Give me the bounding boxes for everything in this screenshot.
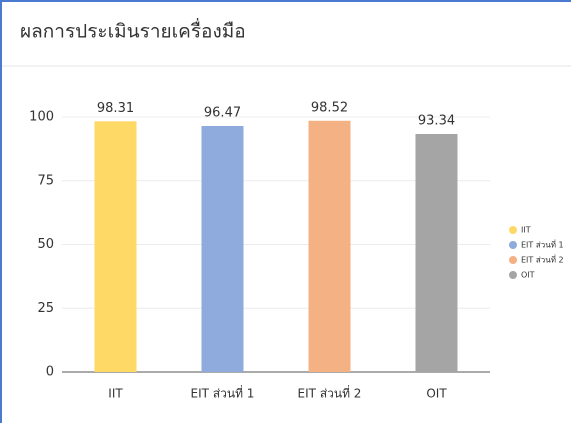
data-label: 96.47 [204,106,241,121]
legend-label: OIT [521,271,535,280]
y-tick-label: 50 [37,237,54,252]
legend-swatch [509,256,517,264]
bar [94,121,137,372]
x-tick-label: EIT ส่วนที่ 1 [191,385,255,401]
data-label: 98.52 [311,100,348,115]
data-label: 93.34 [418,113,455,128]
legend-swatch [509,226,517,234]
y-tick-label: 100 [29,110,54,125]
x-tick-label: OIT [426,387,447,401]
x-tick-label: IIT [108,387,123,401]
data-label: 98.31 [97,101,134,116]
legend-label: IIT [521,226,531,235]
legend-label: EIT ส่วนที่ 2 [521,254,564,265]
legend-swatch [509,241,517,249]
y-tick-label: 75 [37,173,54,188]
bar [201,126,244,373]
bar [415,133,458,372]
chart-title: ผลการประเมินรายเครื่องมือ [20,18,246,43]
legend-swatch [509,271,517,279]
x-tick-label: EIT ส่วนที่ 2 [298,385,362,401]
y-tick-label: 25 [37,301,54,316]
y-tick-label: 0 [46,365,54,380]
bar [308,120,351,372]
legend-label: EIT ส่วนที่ 1 [521,239,564,250]
